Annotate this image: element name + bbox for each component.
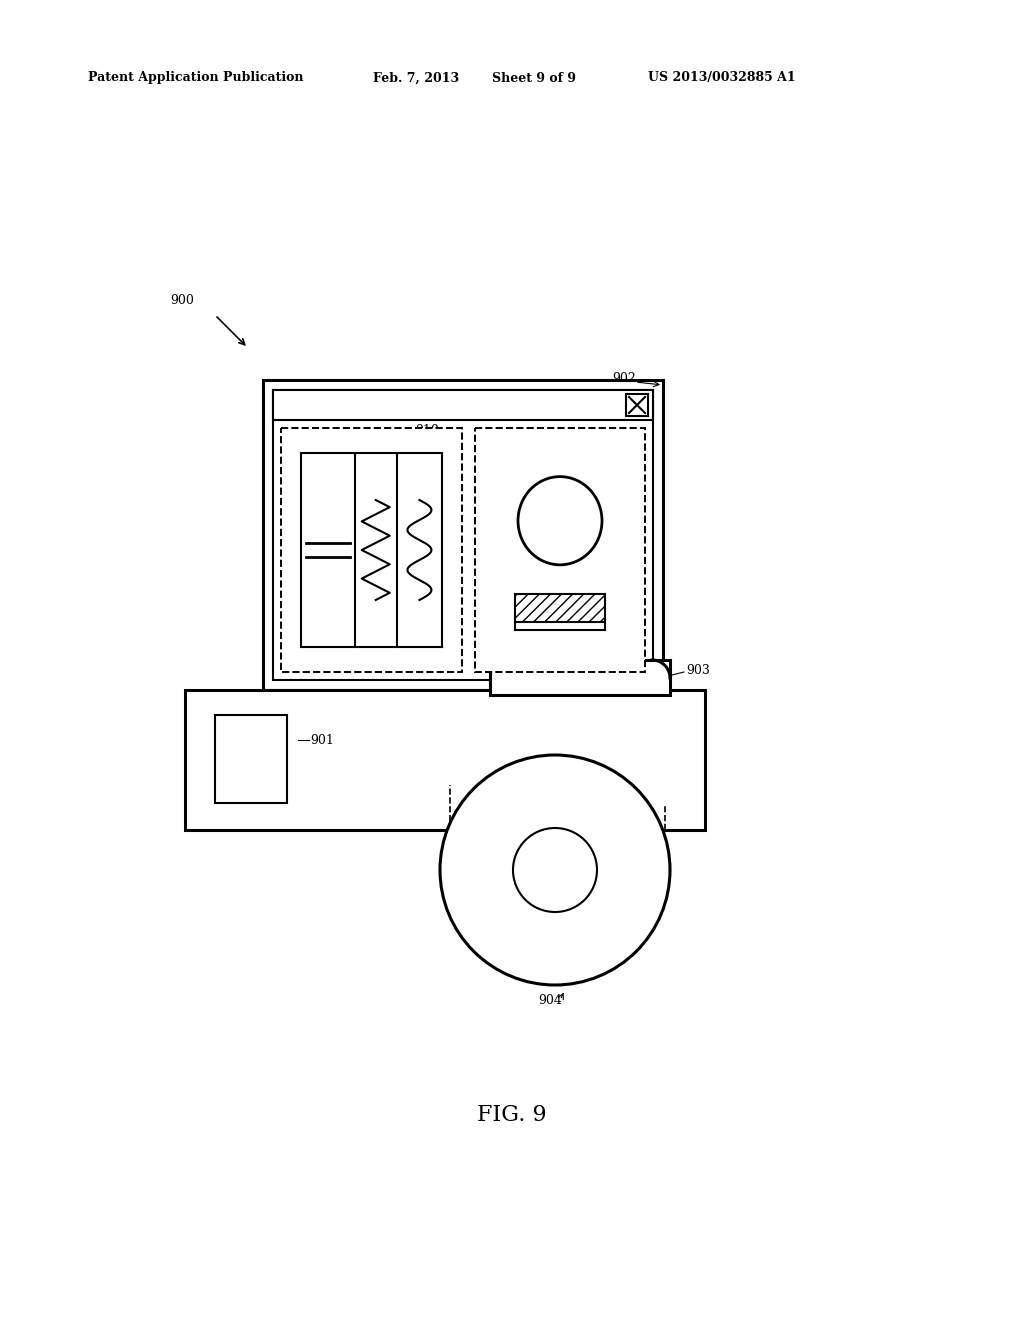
Bar	[515, 594, 605, 622]
Bar	[263, 380, 663, 690]
Ellipse shape	[440, 755, 670, 985]
Ellipse shape	[513, 828, 597, 912]
Bar	[281, 428, 462, 672]
Text: Feb. 7, 2013: Feb. 7, 2013	[373, 71, 459, 84]
Text: FIG. 9: FIG. 9	[477, 1104, 547, 1126]
Text: Sheet 9 of 9: Sheet 9 of 9	[492, 71, 575, 84]
Bar	[626, 393, 648, 416]
Bar	[490, 660, 670, 696]
Bar	[185, 690, 705, 830]
Ellipse shape	[518, 477, 602, 565]
Text: 902: 902	[612, 371, 636, 384]
Bar	[215, 715, 287, 803]
Bar	[475, 428, 645, 672]
Bar	[273, 389, 653, 680]
Bar	[273, 389, 653, 420]
Text: US 2013/0032885 A1: US 2013/0032885 A1	[648, 71, 796, 84]
Text: Patent Application Publication: Patent Application Publication	[88, 71, 303, 84]
Text: 901: 901	[310, 734, 334, 747]
Text: 903: 903	[686, 664, 710, 676]
Text: 910: 910	[415, 424, 439, 437]
Text: 904: 904	[538, 994, 562, 1006]
Text: 912: 912	[510, 438, 534, 451]
Text: 900: 900	[170, 293, 194, 306]
